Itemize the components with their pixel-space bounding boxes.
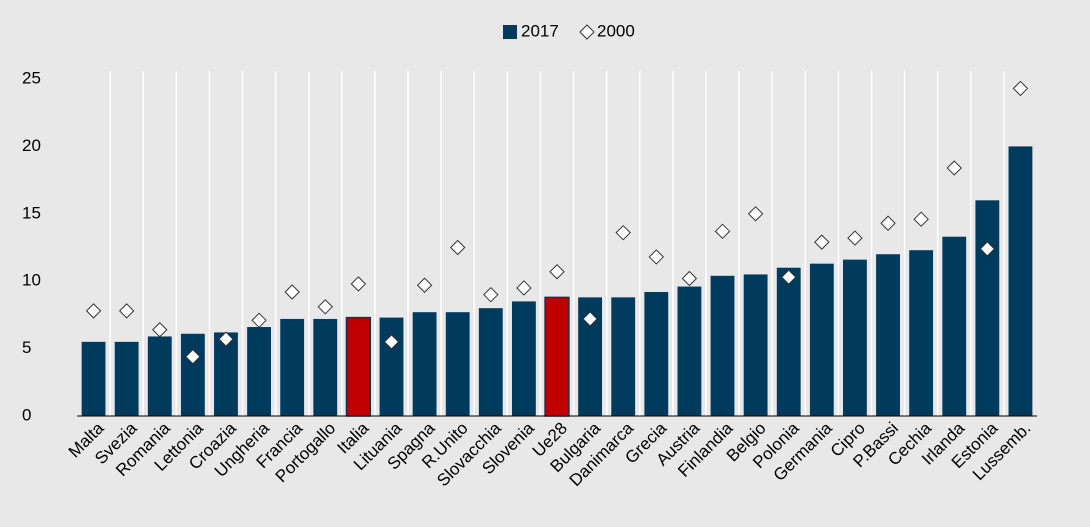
bar [876,254,900,416]
bar [280,318,305,416]
bar [611,297,636,416]
bar [345,316,372,417]
marker-2000 [847,230,863,246]
bar [776,267,801,416]
bar [975,200,1000,416]
marker-2000 [979,241,996,257]
bar [743,274,768,416]
y-tick-label: 0 [22,405,31,424]
marker-2000 [118,303,135,319]
marker-2000 [449,239,466,256]
bar [478,308,503,416]
y-tick-label: 20 [22,136,41,155]
marker-2000 [1012,80,1029,97]
bar [809,263,834,416]
marker-2000 [516,280,532,296]
bar [313,318,338,416]
marker-2000 [85,303,102,319]
marker-2000 [814,234,830,250]
bar [909,250,934,416]
marker-2000 [549,264,565,280]
marker-2000 [648,249,665,265]
marker-2000 [383,334,400,350]
bar [544,296,570,417]
y-tick-label: 10 [22,271,41,290]
bar [511,301,536,416]
bar [147,336,172,416]
y-tick-label: 25 [22,68,41,87]
legend-swatch [503,25,517,39]
marker-2000 [350,276,367,292]
marker-2000 [251,312,267,328]
bar [710,275,735,416]
bar [114,341,139,416]
legend-label: 2017 [521,21,559,40]
bar [578,297,603,416]
bar [677,286,702,416]
marker-2000 [218,331,234,347]
marker-2000 [284,284,300,300]
marker-2000 [880,215,896,231]
marker-2000 [416,277,433,293]
legend-swatch [579,24,595,40]
bar [214,332,238,416]
bar [379,317,404,416]
bar [81,341,106,416]
bar [843,259,867,416]
marker-2000 [714,223,731,240]
bar [942,236,967,416]
legend-label: 2000 [597,21,635,40]
bar [180,333,205,416]
bar [412,312,437,416]
marker-2000 [747,206,764,222]
marker-2000 [913,211,929,227]
marker-2000 [317,299,333,315]
y-tick-label: 15 [22,203,41,222]
marker-2000 [946,160,962,176]
marker-2000 [582,311,598,327]
bar [644,291,669,416]
marker-2000 [681,270,698,287]
marker-2000 [781,269,797,285]
marker-2000 [185,348,201,365]
bar [445,312,470,416]
bar [247,327,271,416]
bar [1008,146,1033,416]
y-tick-label: 5 [22,338,31,357]
marker-2000 [152,322,168,338]
marker-2000 [615,224,631,241]
marker-2000 [483,286,499,303]
